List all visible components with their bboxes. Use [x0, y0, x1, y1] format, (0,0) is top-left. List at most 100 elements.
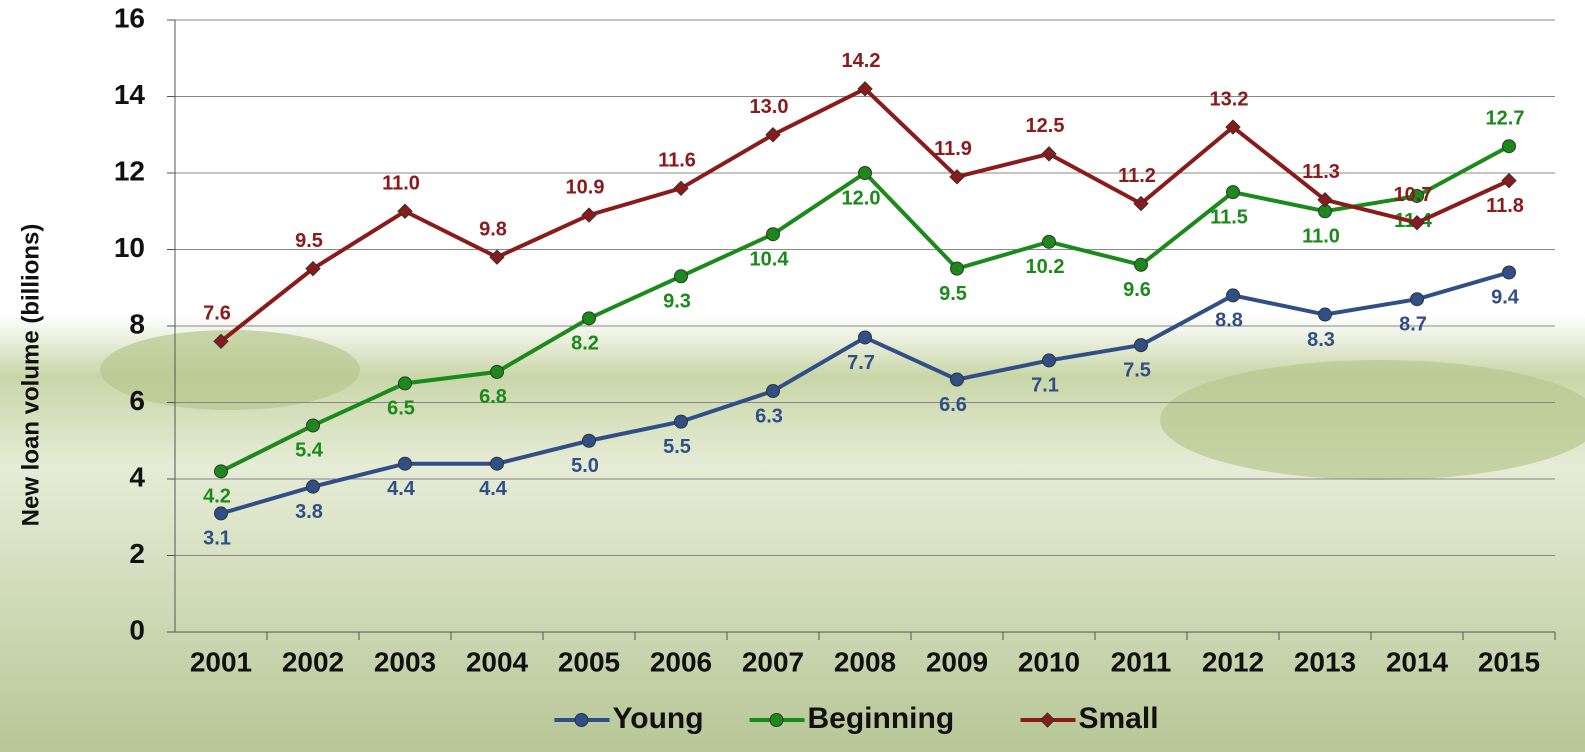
data-point	[1135, 339, 1148, 352]
data-label: 13.2	[1210, 88, 1249, 110]
data-point	[951, 373, 964, 386]
data-point	[1319, 308, 1332, 321]
legend-marker	[770, 714, 783, 727]
y-tick-label: 4	[129, 461, 145, 492]
legend-label: Young	[613, 702, 704, 735]
data-label: 4.2	[203, 486, 231, 508]
data-point	[951, 262, 964, 275]
data-label: 5.0	[571, 455, 599, 477]
y-tick-label: 0	[129, 614, 145, 645]
data-label: 6.6	[939, 394, 967, 416]
data-label: 6.5	[387, 398, 415, 420]
data-label: 10.7	[1394, 184, 1433, 206]
data-label: 11.2	[1118, 165, 1156, 187]
data-label: 7.7	[847, 352, 875, 374]
data-label: 11.6	[658, 150, 696, 172]
x-tick-label: 2004	[466, 646, 529, 677]
x-tick-label: 2007	[742, 646, 804, 677]
data-label: 9.6	[1123, 279, 1151, 301]
data-point	[307, 480, 320, 493]
data-label: 8.7	[1399, 314, 1427, 336]
x-tick-label: 2005	[558, 646, 620, 677]
data-point	[307, 419, 320, 432]
data-point	[859, 167, 872, 180]
data-label: 10.4	[750, 248, 790, 270]
x-tick-label: 2010	[1018, 646, 1080, 677]
x-tick-label: 2013	[1294, 646, 1356, 677]
data-label: 8.8	[1215, 310, 1243, 332]
data-label: 3.8	[295, 501, 323, 523]
data-label: 9.5	[295, 230, 323, 252]
data-label: 11.0	[1302, 226, 1340, 248]
data-label: 6.8	[479, 386, 507, 408]
data-label: 11.3	[1302, 161, 1340, 183]
data-label: 3.1	[203, 528, 231, 550]
legend-label: Beginning	[808, 702, 955, 735]
data-point	[215, 465, 228, 478]
data-label: 7.5	[1123, 359, 1151, 381]
data-point	[491, 365, 504, 378]
data-label: 11.9	[934, 138, 972, 160]
data-label: 12.7	[1486, 108, 1525, 130]
x-tick-label: 2011	[1111, 646, 1172, 677]
x-tick-label: 2012	[1202, 646, 1264, 677]
x-tick-label: 2009	[926, 646, 988, 677]
legend-marker	[575, 714, 588, 727]
y-tick-label: 12	[114, 155, 145, 186]
data-point	[1227, 186, 1240, 199]
data-point	[1503, 140, 1516, 153]
x-tick-label: 2003	[374, 646, 436, 677]
y-tick-label: 16	[114, 2, 145, 33]
x-tick-label: 2002	[282, 646, 344, 677]
data-point	[491, 457, 504, 470]
data-label: 4.4	[479, 478, 508, 500]
y-tick-label: 6	[129, 385, 145, 416]
data-label: 11.0	[382, 173, 420, 195]
data-label: 12.5	[1026, 115, 1065, 137]
y-tick-label: 2	[129, 538, 145, 569]
data-point	[1503, 266, 1516, 279]
data-point	[675, 270, 688, 283]
data-label: 5.5	[663, 436, 691, 458]
data-point	[1135, 258, 1148, 271]
x-tick-label: 2015	[1478, 646, 1540, 677]
data-point	[399, 377, 412, 390]
data-point	[1227, 289, 1240, 302]
data-point	[1411, 293, 1424, 306]
data-label: 5.4	[295, 440, 324, 462]
y-tick-label: 8	[129, 308, 145, 339]
data-point	[767, 228, 780, 241]
data-point	[1043, 235, 1056, 248]
data-label: 8.2	[571, 333, 599, 355]
legend-label: Small	[1079, 702, 1159, 735]
data-label: 13.0	[750, 96, 789, 118]
data-label: 9.5	[939, 283, 967, 305]
data-label: 9.3	[663, 291, 691, 313]
y-tick-label: 10	[114, 232, 145, 263]
x-tick-label: 2014	[1386, 646, 1449, 677]
data-label: 9.4	[1491, 287, 1520, 309]
data-point	[399, 457, 412, 470]
data-label: 7.6	[203, 303, 231, 325]
data-label: 14.2	[842, 50, 881, 72]
data-point	[583, 434, 596, 447]
data-label: 11.8	[1486, 195, 1524, 217]
y-axis-label: New loan volume (billions)	[17, 224, 44, 527]
data-label: 10.2	[1026, 256, 1065, 278]
data-label: 9.8	[479, 218, 507, 240]
data-label: 7.1	[1031, 375, 1059, 397]
data-point	[215, 507, 228, 520]
data-point	[583, 312, 596, 325]
data-point	[675, 415, 688, 428]
x-tick-label: 2006	[650, 646, 712, 677]
data-label: 10.9	[566, 176, 605, 198]
data-point	[859, 331, 872, 344]
data-point	[1043, 354, 1056, 367]
data-point	[767, 385, 780, 398]
data-label: 12.0	[842, 187, 881, 209]
data-label: 6.3	[755, 405, 783, 427]
x-tick-label: 2008	[834, 646, 896, 677]
data-label: 11.5	[1210, 206, 1248, 228]
background-trees	[1160, 360, 1585, 480]
y-tick-label: 14	[114, 79, 146, 110]
